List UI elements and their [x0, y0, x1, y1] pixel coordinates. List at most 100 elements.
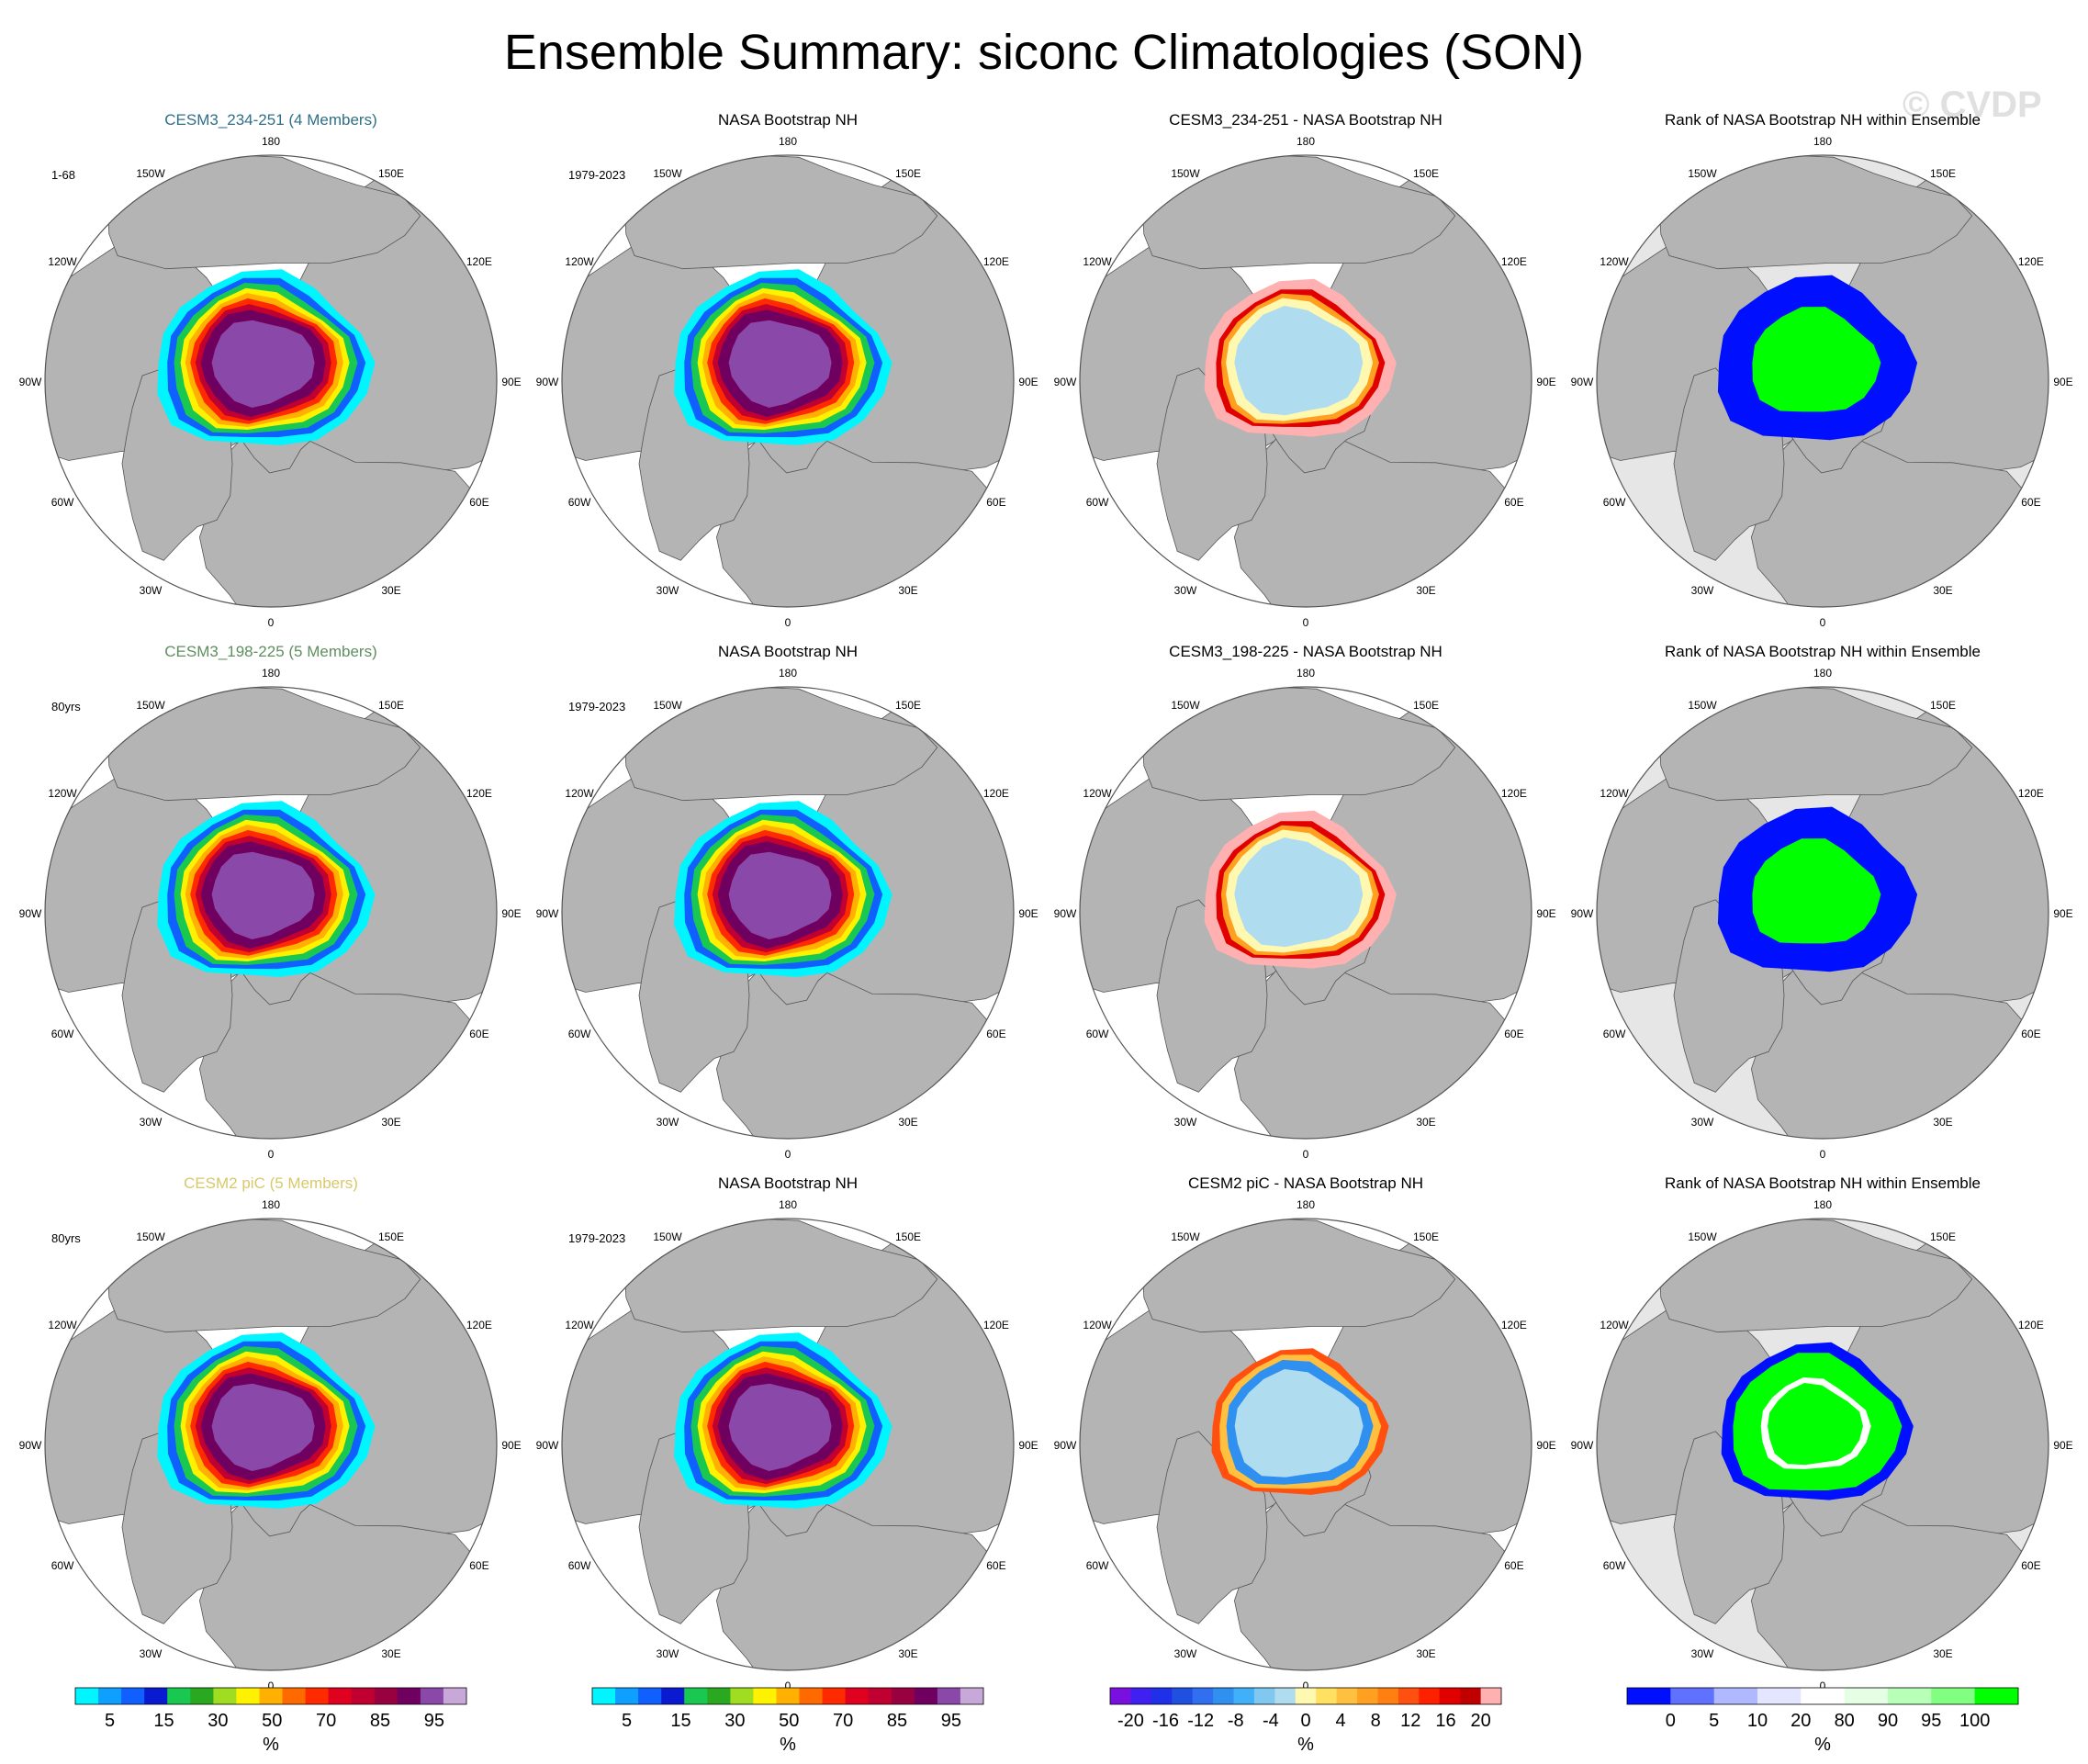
colorbar-frame	[1626, 1687, 2019, 1705]
colorbar-swatch	[1670, 1688, 1715, 1704]
colorbar-swatch	[845, 1688, 870, 1704]
longitude-label: 120E	[983, 1319, 1009, 1331]
longitude-label: 60W	[51, 1028, 74, 1040]
longitude-label: 60E	[469, 1559, 488, 1572]
map-disc	[45, 687, 497, 1139]
sea-ice-contour	[1752, 307, 1881, 412]
longitude-label: 30W	[1691, 1647, 1714, 1660]
colorbar-swatch	[1130, 1688, 1152, 1704]
longitude-label: 90E	[1536, 1439, 1555, 1452]
colorbar-tick-label: 10	[1747, 1711, 1768, 1731]
colorbar-swatch	[753, 1688, 777, 1704]
longitude-label: 90E	[1536, 376, 1555, 388]
longitude-label: 180	[1297, 1198, 1315, 1211]
longitude-label: 90E	[501, 1439, 521, 1452]
longitude-label: 30W	[140, 584, 163, 597]
longitude-label: 180	[779, 1198, 797, 1211]
colorbar-swatch	[1480, 1688, 1502, 1704]
colorbar-tick-label: 4	[1336, 1711, 1346, 1731]
colorbar-swatch	[822, 1688, 847, 1704]
longitude-label: 0	[785, 1680, 791, 1692]
colorbar-unit-label: %	[1814, 1735, 1831, 1755]
longitude-label: 120W	[48, 1319, 77, 1331]
longitude-label: 30E	[898, 584, 917, 597]
colorbar-swatch	[937, 1688, 961, 1704]
longitude-label: 30W	[140, 1647, 163, 1660]
longitude-label: 120E	[1501, 255, 1527, 268]
longitude-label: 120E	[466, 255, 492, 268]
colorbar-swatch	[1801, 1688, 1846, 1704]
map-panel-model-row3: CESM2 piC (5 Members) 80yrs 180 150E 120E 90E…	[19, 1174, 522, 1692]
longitude-label: 180	[1813, 135, 1832, 148]
longitude-label: 0	[785, 616, 791, 629]
longitude-label: 0	[268, 1148, 275, 1161]
panel-period-label: 1979-2023	[568, 1231, 625, 1245]
colorbar-swatch	[443, 1688, 467, 1704]
longitude-label: 60W	[568, 496, 591, 509]
map-boundary	[44, 154, 498, 608]
longitude-label: 120W	[48, 787, 77, 800]
longitude-label: 120E	[983, 787, 1009, 800]
colorbar-tick-label: 70	[833, 1711, 853, 1731]
longitude-label: 90W	[1054, 1439, 1077, 1452]
colorbar-tick-label: 12	[1400, 1711, 1420, 1731]
longitude-label: 60E	[469, 1028, 488, 1040]
map-disc	[45, 1219, 497, 1670]
longitude-label: 150W	[1171, 167, 1200, 180]
panel-title: Rank of NASA Bootstrap NH within Ensembl…	[1665, 643, 1981, 660]
longitude-label: 150W	[1688, 1230, 1717, 1243]
colorbar-swatch	[799, 1688, 824, 1704]
colorbar-swatch	[1419, 1688, 1441, 1704]
colorbar-swatch	[1233, 1688, 1255, 1704]
longitude-label: 180	[779, 135, 797, 148]
map-boundary	[1596, 1218, 2049, 1671]
map-disc	[562, 155, 1014, 607]
longitude-label: 30E	[1933, 584, 1952, 597]
longitude-label: 150E	[895, 699, 921, 712]
colorbar-tick-label: 95	[941, 1711, 961, 1731]
colorbar-frame	[591, 1687, 984, 1705]
colorbar-swatch	[213, 1688, 237, 1704]
map-disc	[1080, 1219, 1532, 1670]
colorbar-swatch	[684, 1688, 708, 1704]
colorbar-frame	[74, 1687, 467, 1705]
longitude-label: 150E	[1930, 1230, 1956, 1243]
panel-period-label: 80yrs	[51, 1231, 81, 1245]
longitude-label: 180	[262, 135, 280, 148]
colorbar-swatch	[776, 1688, 801, 1704]
colorbar-swatch	[1460, 1688, 1482, 1704]
colorbar-tick-label: 15	[670, 1711, 690, 1731]
colorbar-swatch	[328, 1688, 353, 1704]
longitude-label: 60W	[1086, 1028, 1109, 1040]
longitude-label: 0	[785, 1148, 791, 1161]
longitude-label: 90E	[1536, 907, 1555, 920]
watermark: © CVDP	[1903, 84, 2042, 125]
longitude-label: 90E	[2053, 1439, 2072, 1452]
colorbar-swatch	[638, 1688, 662, 1704]
map-boundary	[1079, 1218, 1532, 1671]
longitude-label: 120E	[2018, 787, 2044, 800]
longitude-label: 120E	[466, 1319, 492, 1331]
sea-ice-contour	[1234, 306, 1364, 416]
colorbar-swatch	[1377, 1688, 1399, 1704]
longitude-label: 30E	[381, 1647, 400, 1660]
colorbar-swatch	[1713, 1688, 1758, 1704]
longitude-label: 150W	[1171, 1230, 1200, 1243]
colorbar-tick-label: 0	[1666, 1711, 1676, 1731]
colorbar-tick-label: 20	[1791, 1711, 1811, 1731]
longitude-label: 150W	[653, 167, 682, 180]
sea-ice-contour	[728, 851, 832, 939]
longitude-label: 150E	[895, 1230, 921, 1243]
colorbar-swatch	[914, 1688, 938, 1704]
longitude-label: 30W	[657, 584, 679, 597]
longitude-label: 30E	[1933, 1647, 1952, 1660]
colorbar-unit-label: %	[780, 1735, 796, 1755]
map-disc	[562, 1219, 1014, 1670]
longitude-label: 120E	[2018, 1319, 2044, 1331]
colorbar-tick-label: 80	[1835, 1711, 1855, 1731]
longitude-label: 90E	[2053, 907, 2072, 920]
longitude-label: 60E	[2021, 496, 2040, 509]
longitude-label: 150E	[1413, 1230, 1439, 1243]
colorbar-frame	[1109, 1687, 1502, 1705]
